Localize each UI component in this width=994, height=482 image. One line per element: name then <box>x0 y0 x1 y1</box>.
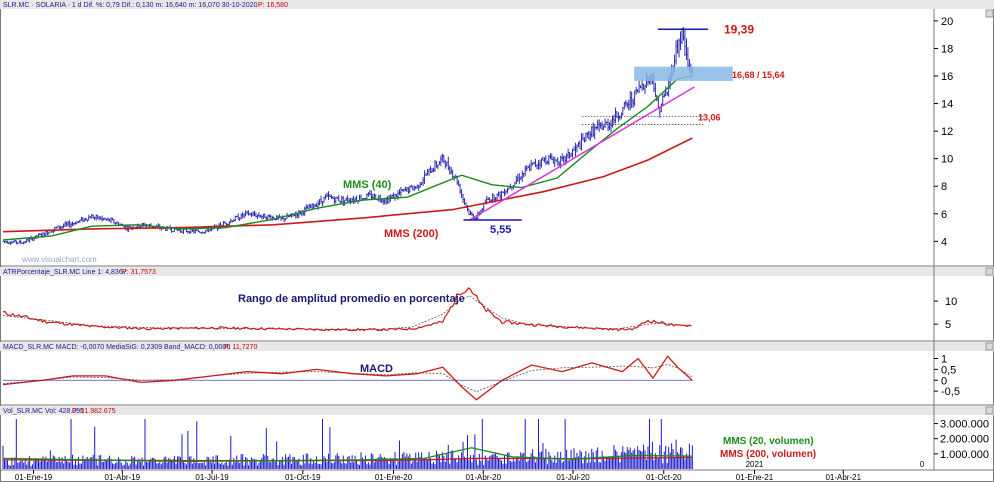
label-19-39: 19,39 <box>724 22 754 36</box>
macd-signal-line <box>2 364 693 393</box>
y-tick-label: 20 <box>941 16 953 28</box>
y-tick-label: 12 <box>941 126 953 138</box>
x-tick-label: 01-Abr-20 <box>465 473 501 482</box>
support-trendline <box>469 86 695 221</box>
atr-header-text: ATRPorcentaje_SLR.MC Line 1: 4,8367 <box>3 269 127 276</box>
label-13-06: 13,06 <box>698 113 721 123</box>
macd-y-tick-label: 0 <box>941 375 947 387</box>
x-tick-label: 01-Jul-20 <box>556 473 590 482</box>
ma40-line <box>2 75 693 241</box>
macd-header-bar <box>0 342 994 351</box>
y-tick-label: 6 <box>941 209 947 221</box>
atr-header-bar <box>0 267 994 276</box>
main-header-text: SLR.MC · SOLARIA · 1 d Dif. %: 0,79 Dif.… <box>3 2 258 9</box>
label-16-68-15-64: 16,68 / 15,64 <box>732 70 785 80</box>
macd-header-price: P: 11,7270 <box>224 344 257 351</box>
y-tick-label: 18 <box>941 43 953 55</box>
vol-ma20-line <box>2 447 693 463</box>
x-extra-label: 0 <box>920 460 925 469</box>
atr-line <box>2 287 692 332</box>
x-extra-label: 2021 <box>746 460 764 469</box>
x-tick-label: 01-Ene-21 <box>736 473 774 482</box>
x-tick-label: 01-Ene-19 <box>15 473 53 482</box>
vol-scroll-button[interactable] <box>985 406 994 415</box>
y-tick-label: 10 <box>941 154 953 166</box>
label-5-55: 5,55 <box>490 224 511 236</box>
macd-scroll-button[interactable] <box>985 342 994 351</box>
macd-title: MACD <box>360 363 393 375</box>
scroll-up-button[interactable] <box>985 9 994 18</box>
y-tick-label: 16 <box>941 71 953 83</box>
label-mms-20-vol: MMS (20, volumen) <box>723 436 814 447</box>
ma200-line <box>2 137 693 233</box>
x-tick-label: 01-Oct-20 <box>646 473 682 482</box>
y-tick-label: 8 <box>941 181 947 193</box>
vol-header-price: P: 21.982.675 <box>72 408 116 415</box>
atr-y-tick-label: 5 <box>945 319 951 331</box>
vol-header-text: Vol_SLR.MC Vol: 428.095 <box>3 408 84 415</box>
support-band <box>634 66 733 81</box>
atr-y-tick-label: 10 <box>945 296 957 308</box>
vol-y-tick-label: 3.000.000 <box>940 419 989 431</box>
vol-y-tick-label: 1.000.000 <box>940 449 989 461</box>
main-header-price: P: 16,580 <box>258 2 288 9</box>
macd-y-tick-label: -0,5 <box>941 386 960 398</box>
x-tick-label: 01-Ene-20 <box>375 473 413 482</box>
macd-header-text: MACD_SLR.MC MACD: -0,0070 MediaSiG: 0,23… <box>3 344 230 351</box>
label-mms-40: MMS (40) <box>343 179 392 191</box>
vol-header-bar <box>0 406 994 415</box>
macd-line <box>2 355 693 401</box>
label-mms-200: MMS (200) <box>384 228 439 240</box>
x-tick-label: 01-Abr-21 <box>825 473 861 482</box>
x-tick-label: 01-Abr-19 <box>105 473 141 482</box>
watermark: www.visualchart.com <box>21 255 97 264</box>
atr-title: Rango de amplitud promedio en porcentaje <box>238 293 465 305</box>
atr-scroll-button[interactable] <box>985 267 994 276</box>
x-tick-label: 01-Jul-19 <box>195 473 229 482</box>
x-tick-label: 01-Oct-19 <box>285 473 321 482</box>
vol-y-tick-label: 2.000.000 <box>940 434 989 446</box>
y-tick-label: 4 <box>941 236 947 248</box>
atr-header-price: P: 31,7573 <box>122 269 156 276</box>
macd-y-tick-label: 0,5 <box>941 364 956 376</box>
main-header-bar <box>0 0 994 9</box>
macd-y-tick-label: 1 <box>941 354 947 366</box>
y-tick-label: 14 <box>941 99 953 111</box>
label-mms-200-vol: MMS (200, volumen) <box>720 449 816 460</box>
